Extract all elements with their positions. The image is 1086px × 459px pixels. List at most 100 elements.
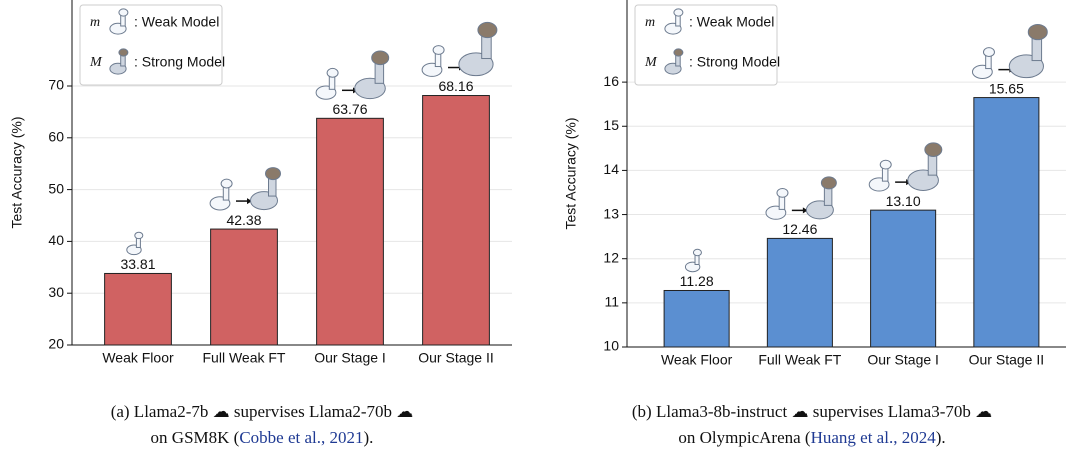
icon-part — [692, 248, 702, 257]
y-axis-label: Test Accuracy (%) — [563, 117, 579, 229]
icon-part — [982, 47, 995, 57]
icon-part — [879, 159, 892, 170]
caption: (a) Llama2-7b ☁ supervises Llama2-70b ☁ — [111, 402, 414, 421]
llama-icon — [209, 178, 233, 211]
y-tick-label: 15 — [603, 117, 619, 133]
icon-part — [820, 176, 837, 190]
llama-icon — [765, 187, 789, 220]
llama-icon — [805, 176, 837, 220]
icon-part — [673, 8, 684, 17]
value-label: 63.76 — [332, 101, 367, 117]
x-tick-label: Our Stage I — [314, 350, 386, 366]
legend-label: : Strong Model — [134, 54, 225, 70]
value-label: 12.46 — [782, 221, 817, 237]
caption-text: on GSM8K ( — [151, 428, 240, 447]
y-tick-label: 14 — [603, 161, 619, 177]
icon-part — [118, 8, 129, 17]
value-label: 68.16 — [438, 78, 473, 94]
y-tick-label: 70 — [48, 77, 64, 93]
arrow-head — [247, 198, 252, 205]
citation: Huang et al., 2024 — [811, 428, 937, 447]
caption-text: (a) Llama2-7b — [111, 402, 209, 421]
llama-icon — [109, 8, 129, 35]
llama-icon — [126, 231, 144, 256]
y-tick-label: 10 — [603, 338, 619, 354]
value-label: 42.38 — [226, 212, 261, 228]
legend-label: : Weak Model — [689, 14, 774, 30]
caption: (b) Llama3-8b-instruct ☁ supervises Llam… — [632, 402, 992, 421]
y-tick-label: 12 — [603, 249, 619, 265]
llama-icon — [907, 142, 943, 191]
value-label: 11.28 — [680, 273, 714, 289]
llama-icon — [458, 21, 498, 77]
llama-icon — [315, 67, 339, 100]
value-label: 15.65 — [989, 80, 1024, 96]
y-tick-label: 11 — [604, 294, 619, 310]
llama-icon — [664, 8, 684, 35]
y-tick-label: 50 — [48, 180, 64, 196]
llama-icon — [354, 50, 390, 100]
icon-part — [924, 142, 943, 157]
legend-symbol: M — [644, 55, 658, 70]
y-tick-label: 20 — [48, 336, 64, 352]
bar — [663, 289, 730, 348]
bar — [870, 209, 937, 348]
citation: Cobbe et al., 2021 — [239, 428, 363, 447]
caption-text: ). — [364, 428, 374, 447]
icon-part — [477, 21, 498, 39]
caption: on GSM8K (Cobbe et al., 2021). — [151, 428, 374, 447]
y-tick-label: 16 — [603, 73, 619, 89]
bar — [766, 237, 833, 348]
caption-text: supervises Llama2-70b — [234, 402, 392, 421]
caption-text: on OlympicArena ( — [678, 428, 811, 447]
bar — [973, 97, 1040, 348]
icon-part — [371, 50, 390, 66]
legend-symbol: m — [90, 15, 100, 30]
llama-icon — [664, 48, 684, 75]
x-tick-label: Our Stage II — [969, 352, 1044, 368]
icon-part — [134, 231, 144, 240]
llama-icon — [250, 167, 281, 211]
caption-text: ). — [936, 428, 946, 447]
icon-part — [1027, 23, 1048, 41]
llama-icon — [868, 159, 892, 192]
value-label: 13.10 — [886, 193, 921, 209]
value-label: 33.81 — [120, 256, 155, 272]
bar — [210, 228, 278, 346]
y-tick-label: 13 — [603, 205, 619, 221]
y-tick-label: 30 — [48, 284, 64, 300]
caption-text: supervises Llama3-70b — [813, 402, 971, 421]
y-axis-label: Test Accuracy (%) — [9, 116, 25, 228]
x-tick-label: Full Weak FT — [203, 350, 286, 366]
legend-label: : Strong Model — [689, 54, 780, 70]
arrow-head — [802, 207, 808, 214]
llama-icon — [1008, 23, 1048, 79]
x-tick-label: Full Weak FT — [758, 352, 841, 368]
x-tick-label: Weak Floor — [102, 350, 174, 366]
x-tick-label: Weak Floor — [661, 352, 733, 368]
y-tick-label: 40 — [48, 232, 64, 248]
llama-icon — [971, 47, 995, 79]
legend-label: : Weak Model — [134, 14, 219, 30]
icon-part — [326, 67, 339, 78]
caption-text: (b) Llama3-8b-instruct — [632, 402, 788, 421]
llama-icon — [109, 48, 129, 75]
bar — [104, 272, 172, 346]
icon-part — [673, 48, 684, 57]
bar — [422, 95, 490, 346]
icon-part — [220, 178, 233, 189]
x-tick-label: Our Stage II — [418, 350, 493, 366]
llama-icon — [684, 248, 702, 273]
y-tick-label: 60 — [48, 128, 64, 144]
llama-icon — [421, 45, 445, 77]
icon-part — [118, 48, 129, 57]
legend-symbol: m — [645, 15, 655, 30]
x-tick-label: Our Stage I — [867, 352, 939, 368]
legend-symbol: M — [89, 55, 103, 70]
icon-part — [265, 167, 281, 181]
caption: on OlympicArena (Huang et al., 2024). — [678, 428, 945, 447]
icon-part — [432, 45, 445, 55]
bar — [316, 117, 384, 346]
